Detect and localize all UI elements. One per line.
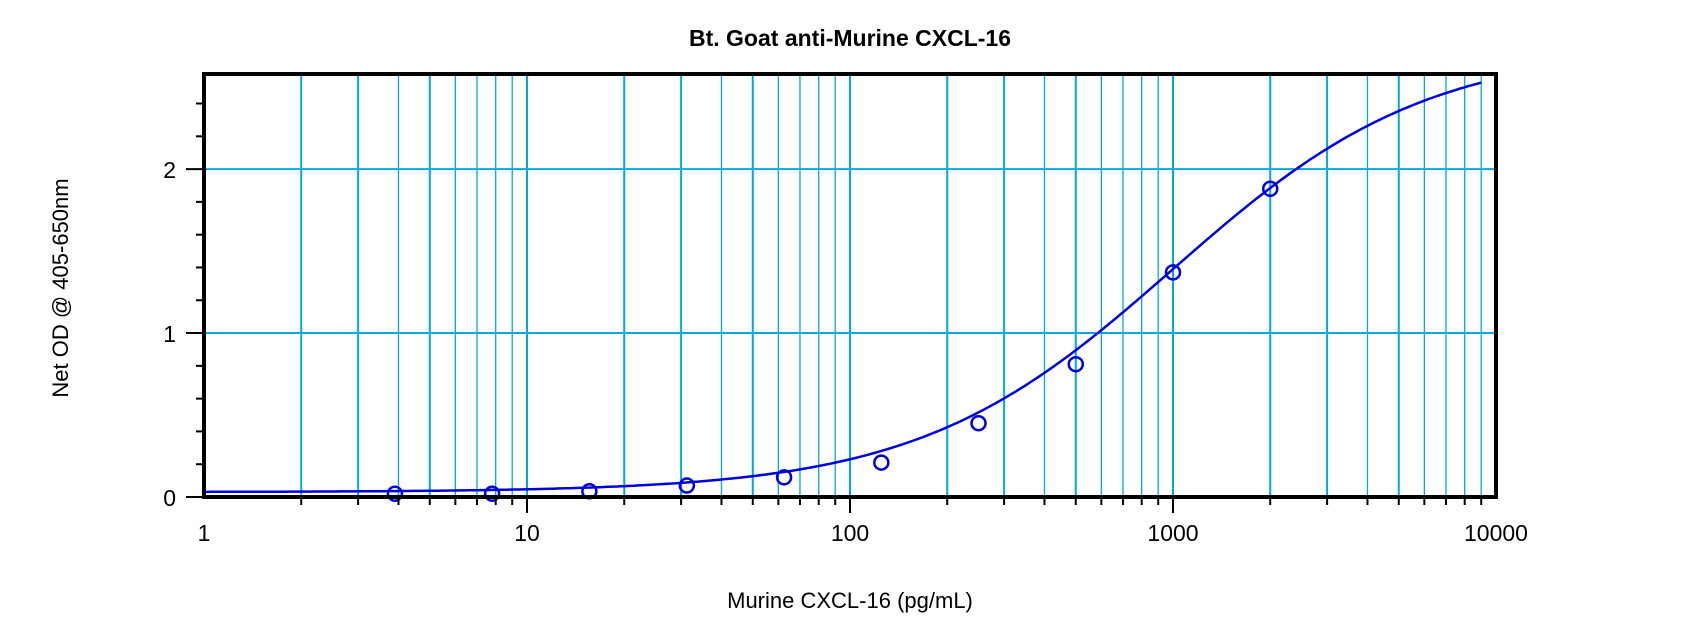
data-point — [775, 469, 793, 486]
x-tick-label: 10000 — [1464, 520, 1528, 546]
data-point — [1067, 355, 1085, 373]
y-axis-label: Net OD @ 405-650nm — [48, 178, 73, 397]
x-axis-label: Murine CXCL-16 (pg/mL) — [727, 588, 973, 613]
data-point — [386, 485, 404, 502]
data-point — [873, 454, 890, 471]
data-point — [1164, 264, 1182, 281]
x-tick-label: 1 — [198, 520, 211, 546]
data-point — [483, 485, 501, 502]
data-point — [1261, 180, 1279, 198]
plot-frame — [202, 72, 1498, 499]
axes — [186, 72, 1498, 513]
chart-title: Bt. Goat anti-Murine CXCL-16 — [689, 25, 1011, 51]
fit-curve — [204, 81, 1482, 494]
x-tick-label: 100 — [831, 520, 869, 546]
grid — [204, 74, 1496, 497]
data-point — [678, 477, 696, 494]
y-tick-label: 2 — [163, 157, 176, 183]
x-tick-label: 1000 — [1147, 520, 1198, 546]
marks — [204, 81, 1482, 502]
x-tick-label: 10 — [514, 520, 540, 546]
data-point — [970, 414, 987, 432]
y-tick-label: 1 — [163, 321, 176, 347]
y-tick-label: 0 — [163, 485, 176, 511]
